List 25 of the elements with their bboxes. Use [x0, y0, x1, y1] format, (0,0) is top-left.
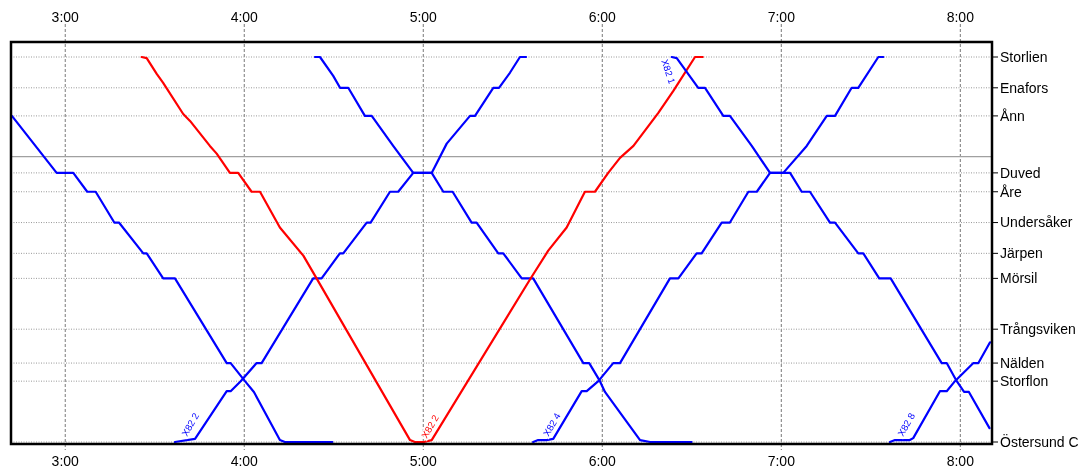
- x-tick-label: 7:00: [767, 453, 796, 469]
- x-tick-label: 6:00: [588, 453, 617, 469]
- annotation: X82 1: [659, 58, 678, 86]
- x2-tick-label: 4:00: [230, 9, 259, 25]
- ref-line-label: Östersund C: [1000, 432, 1079, 450]
- x2-tick-label: 7:00: [767, 9, 796, 25]
- x-tick-label: 4:00: [230, 453, 259, 469]
- ref-line-label: Duved: [1000, 164, 1041, 181]
- ref-line-label: Enafors: [1000, 79, 1049, 96]
- ref-line-label: Nälden: [1000, 354, 1045, 371]
- ref-line-label: Järpen: [1000, 245, 1043, 262]
- ref-line-label: Trångsviken: [1000, 321, 1076, 338]
- ref-line-label: Storflon: [1000, 373, 1049, 390]
- x2-tick-label: 6:00: [588, 9, 617, 25]
- ref-line-label: Storlien: [1000, 48, 1048, 65]
- x2-tick-label: 8:00: [946, 9, 975, 25]
- x2-tick-label: 5:00: [409, 9, 438, 25]
- x-tick-label: 3:00: [51, 453, 80, 469]
- ref-line-label: Ånn: [1000, 107, 1025, 124]
- x-tick-label: 5:00: [409, 453, 438, 469]
- ref-line-label: Mörsil: [1000, 270, 1038, 287]
- x2-tick-label: 3:00: [51, 9, 80, 25]
- ref-line-label: Åre: [1000, 183, 1022, 200]
- ref-line-label: Undersåker: [1000, 214, 1073, 231]
- x-tick-label: 8:00: [946, 453, 975, 469]
